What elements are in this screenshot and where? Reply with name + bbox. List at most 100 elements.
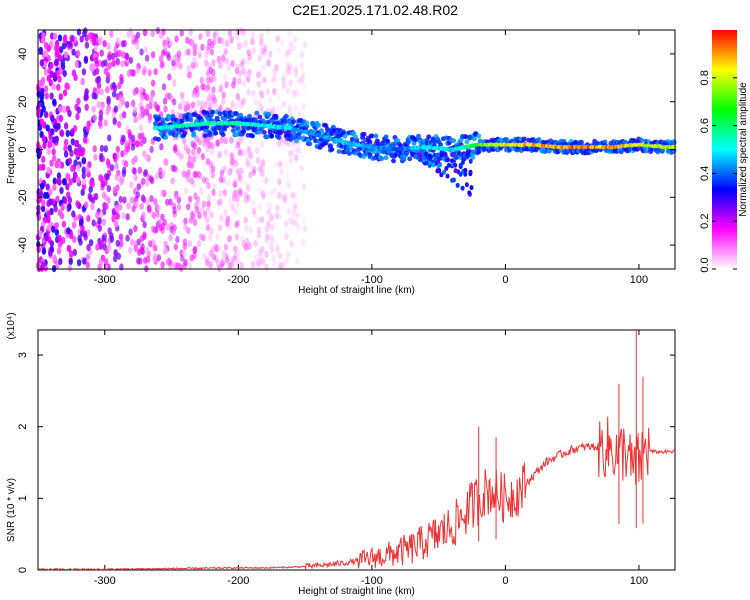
noise-speckle	[49, 159, 54, 167]
noise-speckle	[282, 196, 288, 204]
ridge-halo	[451, 138, 457, 144]
noise-speckle	[214, 245, 219, 253]
noise-speckle	[127, 129, 132, 137]
noise-speckle	[174, 35, 179, 43]
noise-speckle	[172, 165, 177, 173]
ridge-halo	[346, 151, 352, 156]
chart-title: C2E1.2025.171.02.48.R02	[292, 2, 458, 18]
noise-speckle	[84, 201, 89, 209]
noise-speckle	[269, 214, 274, 222]
noise-speckle	[159, 61, 164, 69]
noise-speckle	[84, 41, 90, 49]
noise-speckle	[247, 242, 252, 250]
noise-speckle	[40, 199, 46, 207]
noise-speckle	[231, 255, 237, 263]
noise-speckle	[232, 76, 237, 84]
noise-speckle	[235, 258, 241, 266]
noise-speckle	[241, 67, 246, 75]
noise-speckle	[186, 48, 191, 56]
noise-speckle	[223, 208, 228, 216]
tail-speckle	[458, 162, 463, 168]
noise-speckle	[76, 259, 82, 267]
noise-speckle	[148, 240, 153, 248]
noise-speckle	[210, 171, 215, 179]
noise-speckle	[141, 196, 147, 204]
noise-speckle	[257, 186, 262, 195]
noise-speckle	[96, 101, 101, 109]
noise-speckle	[229, 136, 234, 144]
noise-speckle	[288, 62, 293, 71]
noise-speckle	[99, 210, 104, 218]
noise-speckle	[39, 182, 45, 190]
noise-speckle	[64, 82, 69, 90]
noise-speckle	[130, 32, 136, 41]
noise-speckle	[288, 150, 293, 158]
noise-speckle	[173, 54, 178, 62]
noise-speckle	[227, 262, 232, 270]
noise-speckle	[171, 228, 176, 236]
ridge-halo	[213, 130, 219, 136]
ridge-halo	[470, 155, 476, 160]
noise-speckle	[255, 156, 261, 165]
noise-speckle	[160, 189, 165, 197]
noise-speckle	[253, 239, 258, 247]
noise-speckle	[172, 79, 177, 87]
noise-speckle	[276, 105, 281, 113]
ridge-halo	[217, 111, 223, 117]
noise-speckle	[49, 40, 54, 48]
ridge-halo	[250, 133, 255, 139]
noise-speckle	[46, 74, 51, 82]
noise-speckle	[65, 183, 70, 191]
noise-speckle	[62, 89, 68, 97]
noise-speckle	[130, 134, 136, 142]
noise-speckle	[81, 166, 87, 174]
noise-speckle	[247, 53, 252, 61]
noise-speckle	[260, 159, 265, 167]
noise-speckle	[111, 90, 117, 98]
noise-speckle	[301, 182, 307, 191]
noise-speckle	[223, 243, 229, 251]
noise-speckle	[41, 32, 46, 40]
noise-speckle	[82, 136, 88, 144]
noise-speckle	[118, 195, 123, 204]
noise-speckle	[153, 244, 158, 252]
noise-speckle	[244, 224, 249, 232]
noise-speckle	[212, 31, 218, 39]
noise-speckle	[119, 73, 124, 82]
ridge-halo	[269, 133, 275, 139]
noise-speckle	[99, 240, 105, 248]
noise-speckle	[133, 155, 138, 163]
ridge-halo	[156, 136, 161, 142]
noise-speckle	[149, 145, 154, 154]
noise-speckle	[57, 54, 63, 62]
noise-speckle	[272, 68, 277, 76]
noise-speckle	[41, 247, 47, 255]
noise-speckle	[275, 247, 280, 255]
tail-speckle	[413, 154, 418, 159]
noise-speckle	[288, 157, 293, 165]
noise-speckle	[57, 234, 62, 242]
noise-speckle	[237, 70, 243, 78]
noise-speckle	[283, 227, 288, 235]
noise-speckle	[161, 83, 167, 91]
ridge-halo	[257, 114, 263, 120]
noise-speckle	[113, 105, 119, 113]
noise-speckle	[260, 190, 265, 198]
noise-speckle	[274, 161, 279, 169]
noise-speckle	[251, 207, 257, 215]
ridge-halo	[254, 110, 260, 116]
noise-speckle	[168, 234, 173, 242]
colorbar: 0.0 0.2 0.4 0.6 0.8 Normalized spectral ampli…	[699, 30, 749, 273]
noise-speckle	[216, 55, 221, 64]
ridge-halo	[203, 133, 208, 139]
ridge-halo	[464, 139, 470, 145]
noise-speckle	[293, 219, 299, 227]
noise-speckle	[256, 100, 261, 108]
noise-speckle	[267, 60, 272, 68]
noise-speckle	[238, 148, 243, 156]
noise-speckle	[199, 76, 204, 84]
noise-speckle	[241, 79, 247, 87]
noise-speckle	[246, 243, 251, 251]
noise-speckle	[289, 239, 294, 248]
